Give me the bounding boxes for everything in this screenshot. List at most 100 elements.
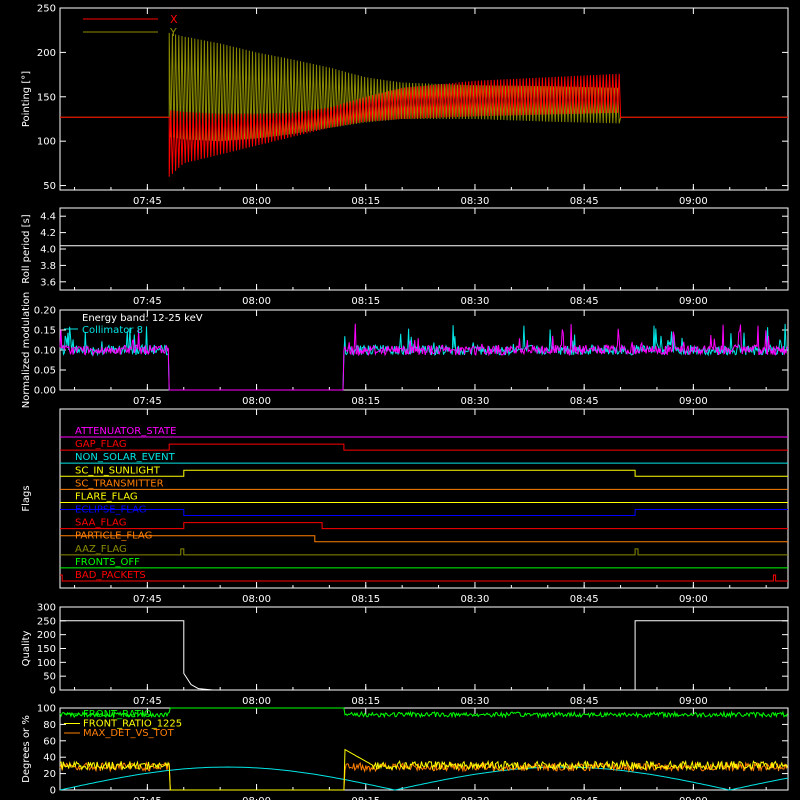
pointing-ytick-label: 100 [37,137,56,148]
flags-ylabel: Flags [21,485,32,511]
roll-xtick-label: 07:45 [133,296,162,307]
flag-line-gap-flag [60,443,788,451]
roll-ylabel: Roll period [s] [21,214,32,283]
modulation-ytick-label: 0.05 [34,366,56,377]
quality-ytick-label: 100 [37,658,56,669]
flag-label-eclipse-flag: ECLIPSE_FLAG [75,505,146,516]
pointing-ylabel: Pointing [°] [21,71,32,127]
flags-xtick-label: 08:30 [461,594,490,605]
modulation-xtick-label: 08:45 [570,396,599,407]
roll-xtick-label: 09:00 [679,296,708,307]
ratios-ytick-label: 40 [43,753,56,764]
flag-line-eclipse-flag [60,509,788,517]
roll-ytick-label: 4.2 [40,228,56,239]
ratios-series-front-ratio [59,707,788,719]
ratios-ytick-label: 20 [43,769,56,780]
modulation-series-1 [59,323,789,391]
quality-xtick-label: 08:30 [461,696,490,707]
ratios-ytick-label: 0 [50,786,56,797]
pointing-xtick-label: 09:00 [679,196,708,207]
ratios-xtick-label: 08:15 [351,796,380,800]
flag-label-flare-flag: FLARE_FLAG [75,491,138,502]
quality-ytick-label: 250 [37,616,56,627]
flags-xtick-label: 08:45 [570,594,599,605]
modulation-ylabel: Normalized modulation [21,292,32,409]
pointing-ytick-label: 150 [37,92,56,103]
pointing-series-x [60,73,788,177]
flag-label-particle-flag: PARTICLE_FLAG [75,531,152,542]
flag-line-aaz-flag [60,548,788,556]
roll-xtick-label: 08:15 [351,296,380,307]
quality-xtick-label: 08:00 [242,696,271,707]
modulation-ytick-label: 0.00 [34,386,56,397]
roll-xtick-label: 08:00 [242,296,271,307]
ratios-xtick-label: 07:45 [133,796,162,800]
flag-label-fronts-off: FRONTS_OFF [75,557,140,568]
ratios-ytick-label: 100 [37,704,56,715]
modulation-xtick-label: 08:30 [461,396,490,407]
roll-xtick-label: 08:45 [570,296,599,307]
ratios-series-sun-angle [59,766,789,791]
modulation-energy-band: Energy band: 12-25 keV [82,313,203,324]
ratios-xtick-label: 08:00 [242,796,271,800]
quality-line [60,620,788,691]
ratios-legend-label-0: FRONT_RATIO [83,709,152,720]
flag-label-aaz-flag: AAZ_FLAG [75,544,127,555]
flag-label-sc-transmitter: SC_TRANSMITTER [75,478,164,489]
flag-label-sc-in-sunlight: SC_IN_SUNLIGHT [75,465,161,476]
flag-line-saa-flag [60,522,788,530]
pointing-xtick-label: 07:45 [133,196,162,207]
ratios-ytick-label: 80 [43,720,56,731]
modulation-xtick-label: 09:00 [679,396,708,407]
quality-xtick-label: 09:00 [679,696,708,707]
ratios-frame [59,707,789,791]
flag-label-attenuator-state: ATTENUATOR_STATE [75,426,176,437]
quality-ytick-label: 150 [37,644,56,655]
ratios-legend-label-2: MAX_DET_VS_TOT [83,728,175,739]
roll-frame [59,207,789,291]
quality-ylabel: Quality [21,631,32,667]
roll-ytick-label: 3.8 [40,261,56,272]
modulation-ytick-label: 0.10 [34,346,56,357]
ratios-xtick-label: 09:00 [679,796,708,800]
pointing-legend-label-0: X [170,13,178,26]
quality-frame [59,606,789,691]
flag-line-sc-in-sunlight [60,469,788,477]
pointing-ytick-label: 200 [37,48,56,59]
flag-label-saa-flag: SAA_FLAG [75,518,126,529]
modulation-xtick-label: 08:15 [351,396,380,407]
ratios-xtick-label: 08:45 [570,796,599,800]
modulation-ytick-label: 0.20 [34,306,56,317]
modulation-legend-label: Collimator 8 [82,325,143,336]
quality-ytick-label: 50 [43,672,56,683]
ratios-xtick-label: 08:30 [461,796,490,800]
pointing-ytick-label: 50 [43,181,56,192]
ratios-ylabel: Degrees or % [21,715,32,783]
flags-xtick-label: 08:15 [351,594,380,605]
quality-ytick-label: 300 [37,603,56,614]
flags-xtick-label: 07:45 [133,594,162,605]
pointing-frame [59,7,789,191]
quality-ytick-label: 200 [37,630,56,641]
modulation-ytick-label: 0.15 [34,326,56,337]
pointing-xtick-label: 08:30 [461,196,490,207]
quality-xtick-label: 08:45 [570,696,599,707]
pointing-xtick-label: 08:00 [242,196,271,207]
quality-xtick-label: 08:15 [351,696,380,707]
flags-xtick-label: 09:00 [679,594,708,605]
pointing-ytick-label: 250 [37,4,56,15]
ratios-legend-label-1: FRONT_RATIO_1225 [83,719,182,730]
flag-label-bad-packets: BAD_PACKETS [75,570,146,581]
flags-frame [59,408,789,589]
quality-xtick-label: 07:45 [133,696,162,707]
roll-ytick-label: 3.6 [40,277,56,288]
modulation-xtick-label: 08:00 [242,396,271,407]
ratios-ytick-label: 60 [43,736,56,747]
pointing-xtick-label: 08:45 [570,196,599,207]
roll-ytick-label: 4.0 [40,245,56,256]
quality-ytick-label: 0 [50,686,56,697]
roll-ytick-label: 4.4 [40,212,56,223]
pointing-xtick-label: 08:15 [351,196,380,207]
flag-label-non-solar-event: NON_SOLAR_EVENT [75,452,176,463]
